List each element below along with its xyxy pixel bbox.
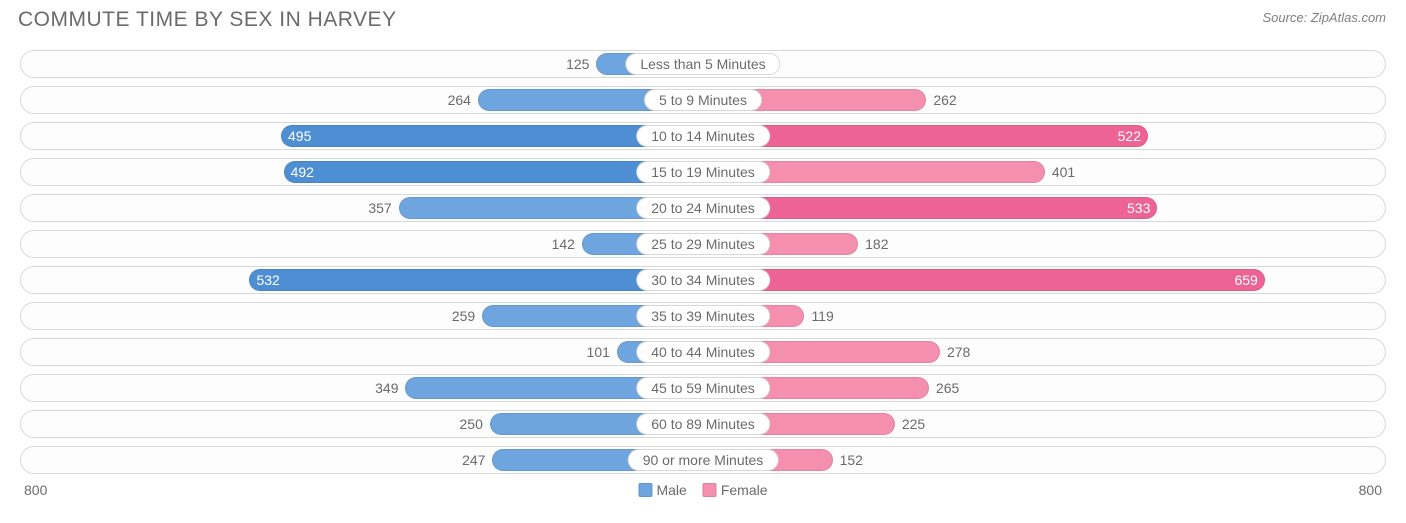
value-male: 532 [256, 272, 279, 288]
category-label: 60 to 89 Minutes [636, 413, 770, 435]
value-male: 495 [288, 128, 311, 144]
value-female: 119 [803, 308, 833, 324]
chart-source: Source: ZipAtlas.com [1262, 8, 1386, 25]
chart-row: 259 119 35 to 39 Minutes [20, 302, 1386, 330]
category-label: 10 to 14 Minutes [636, 125, 770, 147]
value-male: 142 [552, 236, 583, 252]
value-female: 278 [939, 344, 970, 360]
value-female: 152 [832, 452, 863, 468]
axis-left-max: 800 [24, 482, 47, 498]
chart-area: 12524Less than 5 Minutes 264 262 5 to 9 Min… [0, 36, 1406, 498]
chart-row: 532 659 30 to 34 Minutes [20, 266, 1386, 294]
category-label: 15 to 19 Minutes [636, 161, 770, 183]
value-male: 259 [452, 308, 483, 324]
category-label: 30 to 34 Minutes [636, 269, 770, 291]
legend: Male Female [638, 482, 767, 498]
value-female: 182 [857, 236, 888, 252]
chart-row: 247 152 90 or more Minutes [20, 446, 1386, 474]
legend-label-female: Female [721, 482, 768, 498]
chart-row: 250 225 60 to 89 Minutes [20, 410, 1386, 438]
bar-female: 533 [703, 197, 1157, 219]
value-male: 349 [375, 380, 406, 396]
bar-female: 659 [703, 269, 1265, 291]
swatch-female [703, 483, 717, 497]
axis-right-max: 800 [1359, 482, 1382, 498]
category-label: 90 or more Minutes [628, 449, 779, 471]
chart-row: 495 522 10 to 14 Minutes [20, 122, 1386, 150]
value-male: 357 [368, 200, 399, 216]
chart-row: 349 265 45 to 59 Minutes [20, 374, 1386, 402]
chart-header: COMMUTE TIME BY SEX IN HARVEY Source: Zi… [0, 0, 1406, 36]
chart-row: 101 278 40 to 44 Minutes [20, 338, 1386, 366]
value-male: 264 [448, 92, 479, 108]
swatch-male [638, 483, 652, 497]
value-male: 492 [291, 164, 314, 180]
chart-row: 357 533 20 to 24 Minutes [20, 194, 1386, 222]
value-male: 250 [460, 416, 491, 432]
value-female: 533 [1127, 200, 1150, 216]
value-female: 659 [1234, 272, 1257, 288]
chart-row: 492 401 15 to 19 Minutes [20, 158, 1386, 186]
category-label: 20 to 24 Minutes [636, 197, 770, 219]
category-label: 35 to 39 Minutes [636, 305, 770, 327]
bar-male: 532 [249, 269, 703, 291]
chart-row: 264 262 5 to 9 Minutes [20, 86, 1386, 114]
category-label: Less than 5 Minutes [625, 53, 780, 75]
axis-row: 800 Male Female 800 [20, 482, 1386, 498]
legend-item-female: Female [703, 482, 768, 498]
value-male: 125 [566, 56, 597, 72]
value-female: 262 [925, 92, 956, 108]
category-label: 25 to 29 Minutes [636, 233, 770, 255]
value-female: 401 [1044, 164, 1075, 180]
value-male: 247 [462, 452, 493, 468]
category-label: 5 to 9 Minutes [644, 89, 762, 111]
value-female: 265 [928, 380, 959, 396]
legend-label-male: Male [656, 482, 686, 498]
chart-title: COMMUTE TIME BY SEX IN HARVEY [18, 8, 397, 32]
chart-row: 142 182 25 to 29 Minutes [20, 230, 1386, 258]
value-female: 225 [894, 416, 925, 432]
value-female: 522 [1118, 128, 1141, 144]
chart-row: 12524Less than 5 Minutes [20, 50, 1386, 78]
legend-item-male: Male [638, 482, 686, 498]
category-label: 40 to 44 Minutes [636, 341, 770, 363]
rows-container: 12524Less than 5 Minutes 264 262 5 to 9 Min… [20, 50, 1386, 474]
category-label: 45 to 59 Minutes [636, 377, 770, 399]
value-male: 101 [587, 344, 618, 360]
